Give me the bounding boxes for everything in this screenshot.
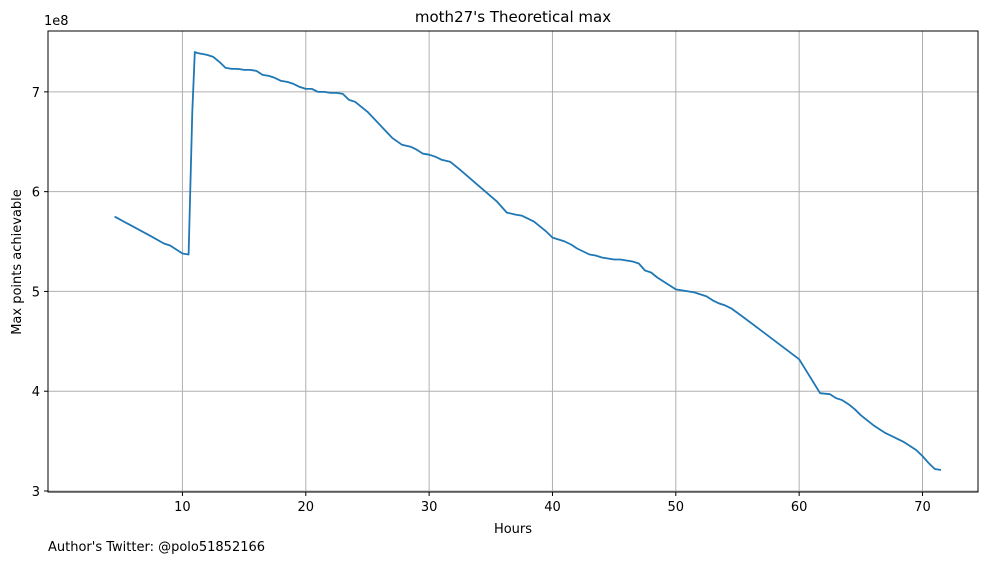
chart-title: moth27's Theoretical max: [415, 8, 611, 26]
x-tick-label: 30: [421, 500, 438, 515]
x-tick-label: 20: [298, 500, 315, 515]
x-tick-label: 40: [544, 500, 561, 515]
x-tick-label: 50: [668, 500, 685, 515]
author-footnote: Author's Twitter: @polo51852166: [48, 540, 265, 555]
grid-lines: [48, 31, 978, 492]
y-axis-label: Max points achievable: [10, 189, 25, 335]
y-tick-label: 4: [32, 385, 40, 400]
plot-area: [114, 51, 942, 471]
x-axis-label: Hours: [494, 522, 532, 537]
x-axis-ticks: 10 20 30 40 50 60 70: [174, 492, 931, 515]
series-line: [114, 51, 942, 471]
y-tick-label: 7: [32, 86, 40, 101]
y-tick-label: 3: [32, 485, 40, 500]
x-tick-label: 60: [791, 500, 808, 515]
y-tick-label: 6: [32, 186, 40, 201]
y-axis-multiplier: 1e8: [44, 14, 69, 29]
x-tick-label: 70: [914, 500, 931, 515]
x-tick-label: 10: [174, 500, 191, 515]
axes-frame: [47, 30, 979, 493]
y-tick-label: 5: [32, 285, 40, 300]
y-axis-ticks: 3 4 5 6 7: [32, 86, 48, 500]
